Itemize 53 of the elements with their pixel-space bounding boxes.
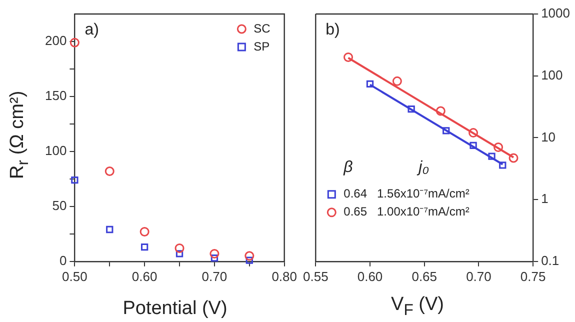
y-tick-label: 50 xyxy=(52,198,67,213)
point xyxy=(246,256,253,264)
x-tick-label: 0.50 xyxy=(62,268,88,284)
y2-tick-label: 0.1 xyxy=(541,252,560,268)
y-tick-label: 0 xyxy=(59,252,67,268)
x-tick-label: 0.70 xyxy=(202,268,228,284)
x-axis-title: V$_{F}$ (V) xyxy=(390,294,445,320)
point xyxy=(210,254,218,262)
x-tick-label: 0.70 xyxy=(466,268,492,284)
point xyxy=(244,251,254,261)
point xyxy=(106,226,114,234)
point xyxy=(494,142,504,152)
point xyxy=(508,153,518,163)
point xyxy=(140,226,150,236)
point xyxy=(442,127,450,134)
y2-tick-label: 100 xyxy=(541,67,563,82)
y2-tick-label: 1000 xyxy=(541,6,570,21)
point xyxy=(210,248,220,258)
y2-tick-label: 1 xyxy=(541,191,548,206)
point xyxy=(366,80,374,88)
annotation: a) xyxy=(84,21,99,38)
annotation: j₀ xyxy=(416,158,430,176)
legend-label: SP xyxy=(254,39,270,54)
point xyxy=(470,142,477,150)
y2-tick-label: 10 xyxy=(541,129,556,144)
legend-label: 0.65 1.00x10⁻⁷mA/cm² xyxy=(344,204,470,219)
point xyxy=(488,152,496,160)
annotation: b) xyxy=(326,21,340,38)
legend-label: 0.64 1.56x10⁻⁷mA/cm² xyxy=(344,186,470,201)
x-tick-label: 0.60 xyxy=(357,268,383,284)
point xyxy=(70,38,80,48)
point xyxy=(408,106,415,113)
point xyxy=(141,244,148,251)
point xyxy=(174,243,184,253)
point xyxy=(176,250,184,258)
y-tick-label: 100 xyxy=(44,143,67,158)
annotation: β xyxy=(342,158,353,176)
x-axis-title: Potential (V) xyxy=(122,298,228,320)
y-tick-label: 150 xyxy=(44,88,67,104)
legend-label: SC xyxy=(254,21,271,36)
x-tick-label: 0.55 xyxy=(302,268,328,284)
y-tick-label: 200 xyxy=(44,33,67,48)
x-tick-label: 0.60 xyxy=(132,268,158,284)
point xyxy=(468,128,478,138)
x-tick-label: 0.65 xyxy=(412,268,438,284)
x-tick-label: 0.75 xyxy=(520,268,546,284)
point xyxy=(392,76,402,86)
point xyxy=(104,166,114,176)
point xyxy=(436,106,446,116)
point xyxy=(344,52,354,62)
x-tick-label: 0.80 xyxy=(272,268,298,284)
point xyxy=(71,176,78,184)
point xyxy=(499,162,506,169)
